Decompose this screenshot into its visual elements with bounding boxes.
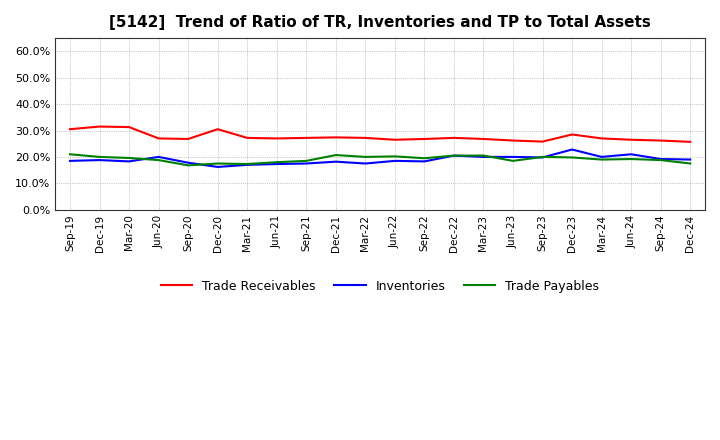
Inventories (598, 154, 606, 160)
Trade Payables (449, 153, 458, 158)
Trade Receivables (95, 124, 104, 129)
Trade Payables (627, 156, 636, 161)
Trade Payables (361, 154, 369, 160)
Trade Receivables (361, 135, 369, 140)
Trade Payables (657, 158, 665, 163)
Trade Payables (539, 154, 547, 160)
Trade Payables (154, 158, 163, 163)
Trade Payables (598, 157, 606, 162)
Inventories (686, 157, 695, 162)
Trade Payables (95, 154, 104, 160)
Trade Payables (66, 152, 74, 157)
Inventories (95, 158, 104, 163)
Trade Receivables (539, 139, 547, 144)
Line: Trade Receivables: Trade Receivables (70, 127, 690, 142)
Trade Receivables (509, 138, 518, 143)
Trade Receivables (213, 127, 222, 132)
Trade Payables (509, 158, 518, 164)
Trade Payables (686, 161, 695, 166)
Inventories (627, 152, 636, 157)
Inventories (272, 161, 281, 167)
Trade Receivables (420, 136, 428, 142)
Trade Receivables (390, 137, 399, 143)
Line: Trade Payables: Trade Payables (70, 154, 690, 165)
Trade Receivables (302, 135, 310, 140)
Inventories (361, 161, 369, 166)
Inventories (66, 158, 74, 164)
Trade Receivables (449, 135, 458, 140)
Trade Receivables (568, 132, 577, 137)
Inventories (420, 159, 428, 164)
Legend: Trade Receivables, Inventories, Trade Payables: Trade Receivables, Inventories, Trade Pa… (156, 275, 604, 298)
Inventories (154, 154, 163, 160)
Inventories (243, 162, 251, 168)
Trade Payables (420, 156, 428, 161)
Trade Payables (331, 152, 340, 158)
Inventories (568, 147, 577, 152)
Inventories (302, 161, 310, 166)
Inventories (184, 160, 192, 165)
Trade Payables (568, 155, 577, 160)
Trade Payables (125, 155, 133, 161)
Trade Receivables (657, 138, 665, 143)
Trade Payables (213, 161, 222, 166)
Trade Receivables (66, 127, 74, 132)
Trade Payables (272, 160, 281, 165)
Trade Receivables (331, 135, 340, 140)
Trade Receivables (243, 135, 251, 140)
Inventories (213, 164, 222, 169)
Inventories (449, 153, 458, 158)
Trade Receivables (154, 136, 163, 141)
Trade Receivables (272, 136, 281, 141)
Trade Payables (243, 161, 251, 167)
Trade Payables (302, 158, 310, 164)
Inventories (539, 155, 547, 160)
Inventories (509, 154, 518, 160)
Trade Receivables (598, 136, 606, 141)
Trade Receivables (627, 137, 636, 143)
Inventories (657, 156, 665, 161)
Inventories (390, 158, 399, 164)
Trade Receivables (125, 125, 133, 130)
Trade Payables (480, 153, 488, 158)
Title: [5142]  Trend of Ratio of TR, Inventories and TP to Total Assets: [5142] Trend of Ratio of TR, Inventories… (109, 15, 651, 30)
Inventories (331, 159, 340, 164)
Inventories (480, 154, 488, 160)
Trade Receivables (480, 136, 488, 142)
Trade Payables (390, 154, 399, 159)
Trade Payables (184, 163, 192, 168)
Trade Receivables (184, 136, 192, 142)
Trade Receivables (686, 139, 695, 144)
Line: Inventories: Inventories (70, 150, 690, 167)
Inventories (125, 159, 133, 164)
